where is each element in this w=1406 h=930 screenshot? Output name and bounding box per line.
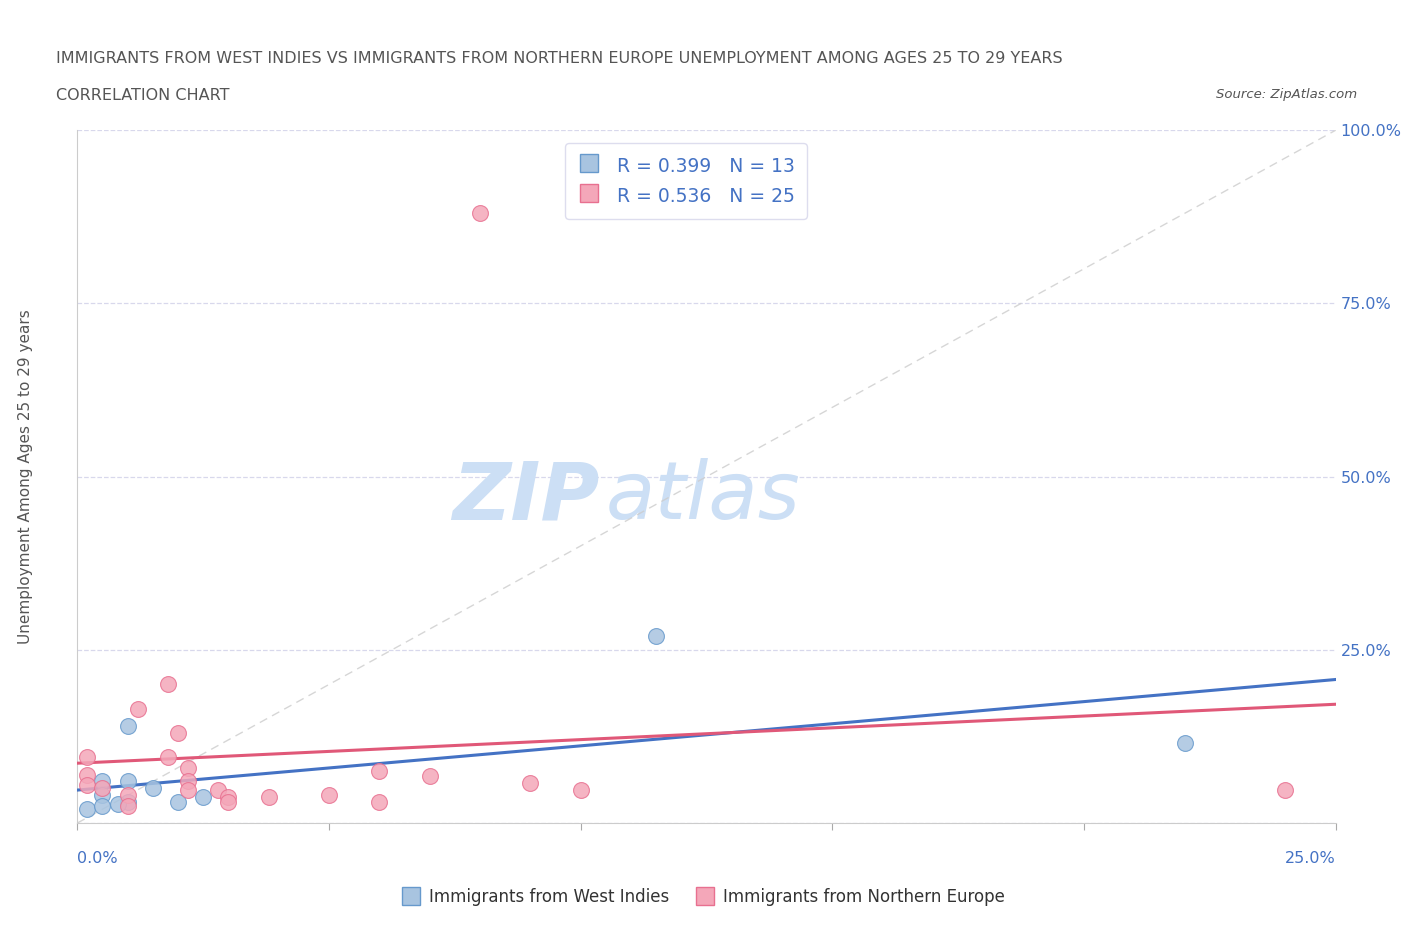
Point <box>117 795 139 810</box>
Point <box>117 774 139 789</box>
Point <box>569 782 592 797</box>
Point <box>156 677 179 692</box>
Point <box>419 768 441 783</box>
Point <box>91 781 114 796</box>
Point <box>1274 782 1296 797</box>
Point <box>177 782 200 797</box>
Text: Unemployment Among Ages 25 to 29 years: Unemployment Among Ages 25 to 29 years <box>18 309 32 644</box>
Point <box>117 788 139 803</box>
Point <box>257 790 280 804</box>
Point <box>117 798 139 813</box>
Legend: R = 0.399   N = 13, R = 0.536   N = 25: R = 0.399 N = 13, R = 0.536 N = 25 <box>565 143 807 219</box>
Point <box>191 790 215 804</box>
Point <box>217 790 239 804</box>
Point <box>368 764 391 778</box>
Legend: Immigrants from West Indies, Immigrants from Northern Europe: Immigrants from West Indies, Immigrants … <box>395 881 1011 912</box>
Text: CORRELATION CHART: CORRELATION CHART <box>56 88 229 103</box>
Point <box>117 719 139 734</box>
Point <box>519 776 541 790</box>
Point <box>76 777 98 792</box>
Point <box>127 701 149 716</box>
Point <box>468 206 491 220</box>
Text: ZIP: ZIP <box>453 458 599 537</box>
Text: IMMIGRANTS FROM WEST INDIES VS IMMIGRANTS FROM NORTHERN EUROPE UNEMPLOYMENT AMON: IMMIGRANTS FROM WEST INDIES VS IMMIGRANT… <box>56 51 1063 66</box>
Point <box>167 725 190 740</box>
Point <box>107 796 129 811</box>
Point <box>1174 736 1197 751</box>
Text: atlas: atlas <box>606 458 800 537</box>
Point <box>177 760 200 775</box>
Point <box>207 782 229 797</box>
Point <box>156 750 179 764</box>
Point <box>91 774 114 789</box>
Point <box>368 795 391 810</box>
Point <box>76 750 98 764</box>
Point <box>318 788 340 803</box>
Point <box>217 795 239 810</box>
Point <box>91 798 114 813</box>
Point <box>177 774 200 789</box>
Text: 25.0%: 25.0% <box>1285 851 1336 866</box>
Point <box>91 788 114 803</box>
Text: Source: ZipAtlas.com: Source: ZipAtlas.com <box>1216 88 1357 101</box>
Point <box>167 795 190 810</box>
Text: 0.0%: 0.0% <box>77 851 118 866</box>
Point <box>142 781 165 796</box>
Point <box>76 802 98 817</box>
Point <box>76 767 98 782</box>
Point <box>645 629 668 644</box>
